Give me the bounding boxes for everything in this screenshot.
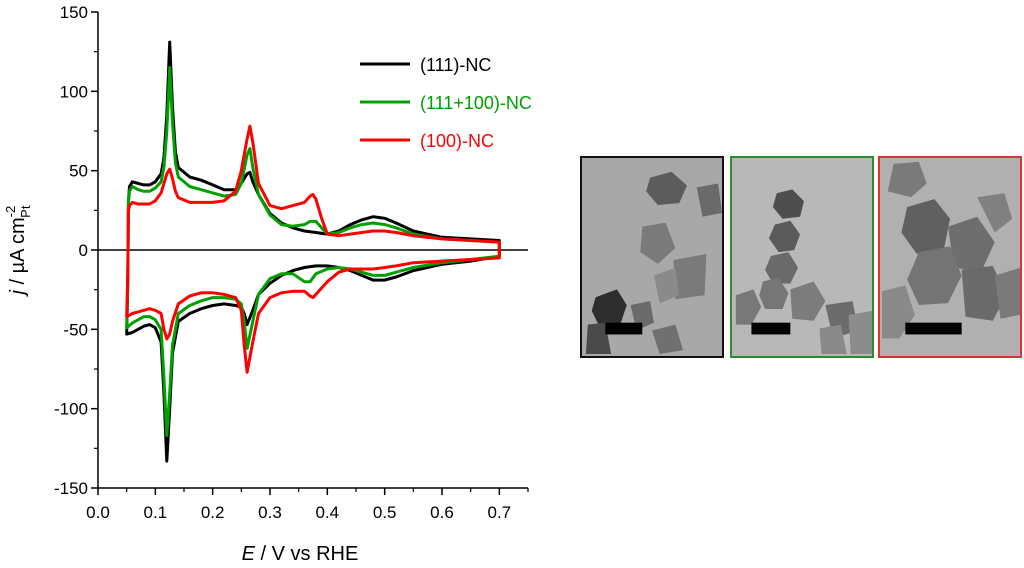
nanoparticle <box>696 183 722 217</box>
x-tick-label: 0.0 <box>86 503 110 522</box>
nanoparticle <box>765 252 799 284</box>
nanoparticle <box>735 289 762 325</box>
nanoparticle <box>848 310 872 355</box>
nanoparticle <box>646 171 687 206</box>
tem-image-content <box>582 158 722 356</box>
x-tick-label: 0.4 <box>316 503 340 522</box>
nanoparticle <box>673 254 707 300</box>
nanoparticle <box>901 199 950 255</box>
nanoparticle <box>790 281 826 321</box>
nanoparticle <box>961 265 1007 321</box>
scale-bar <box>905 322 962 335</box>
nanoparticle <box>759 277 789 309</box>
nanoparticle <box>653 267 680 304</box>
y-axis-title-text: / µA cm <box>7 217 29 290</box>
legend: (111)-NC (111+100)-NC (100)-NC <box>360 55 532 151</box>
nanoparticle <box>772 189 804 219</box>
y-tick-label: -150 <box>54 479 88 498</box>
y-axis-title-sub: Pt <box>18 205 33 218</box>
nanoparticle <box>948 216 995 272</box>
y-tick-label: -100 <box>54 400 88 419</box>
series-layer <box>125 40 501 463</box>
y-tick-label: -50 <box>63 320 88 339</box>
x-tick-label: 0.6 <box>430 503 454 522</box>
legend-label: (100)-NC <box>420 131 494 151</box>
tem-image-111 <box>580 156 724 358</box>
nanoparticle <box>652 324 684 355</box>
tem-image-content <box>880 158 1020 356</box>
x-axis-title-symbol: E <box>242 543 256 565</box>
nanoparticle <box>819 324 847 355</box>
x-axis-title-text: / V vs RHE <box>255 543 358 565</box>
x-axis-title: E / V vs RHE <box>242 543 359 565</box>
x-tick-label: 0.1 <box>144 503 168 522</box>
y-tick-label: 50 <box>69 162 88 181</box>
x-axis: 0.0 0.1 0.2 0.3 0.4 0.5 0.6 0.7 <box>86 487 529 522</box>
y-axis-title-sup: -2 <box>3 206 18 218</box>
legend-label: (111+100)-NC <box>420 93 532 113</box>
scale-bar <box>605 322 643 335</box>
x-tick-label: 0.7 <box>488 503 512 522</box>
y-tick-label: 0 <box>79 241 88 260</box>
nanoparticle <box>591 289 627 327</box>
nanoparticle <box>907 246 962 306</box>
nanoparticle <box>977 193 1013 233</box>
y-tick-label: 150 <box>60 3 88 22</box>
legend-label: (111)-NC <box>420 55 491 75</box>
y-tick-label: 100 <box>60 82 88 101</box>
x-tick-label: 0.5 <box>373 503 397 522</box>
tem-image-100 <box>878 156 1022 358</box>
y-axis: 150 100 50 0 -50 -100 -150 <box>54 3 99 498</box>
y-axis-title-symbol: j <box>7 289 29 297</box>
x-tick-label: 0.2 <box>201 503 225 522</box>
tem-image-111-100 <box>730 156 874 358</box>
nanoparticle <box>887 161 927 198</box>
scale-bar <box>751 322 791 335</box>
series-line-2 <box>125 124 501 374</box>
series-line-1 <box>125 66 501 438</box>
y-axis-title: j / µA cm-2Pt <box>3 205 33 297</box>
nanoparticle <box>768 220 801 253</box>
nanoparticle <box>994 267 1020 319</box>
nanoparticle <box>640 222 676 264</box>
tem-image-content <box>732 158 872 356</box>
nanoparticle <box>585 322 612 355</box>
x-tick-label: 0.3 <box>258 503 282 522</box>
